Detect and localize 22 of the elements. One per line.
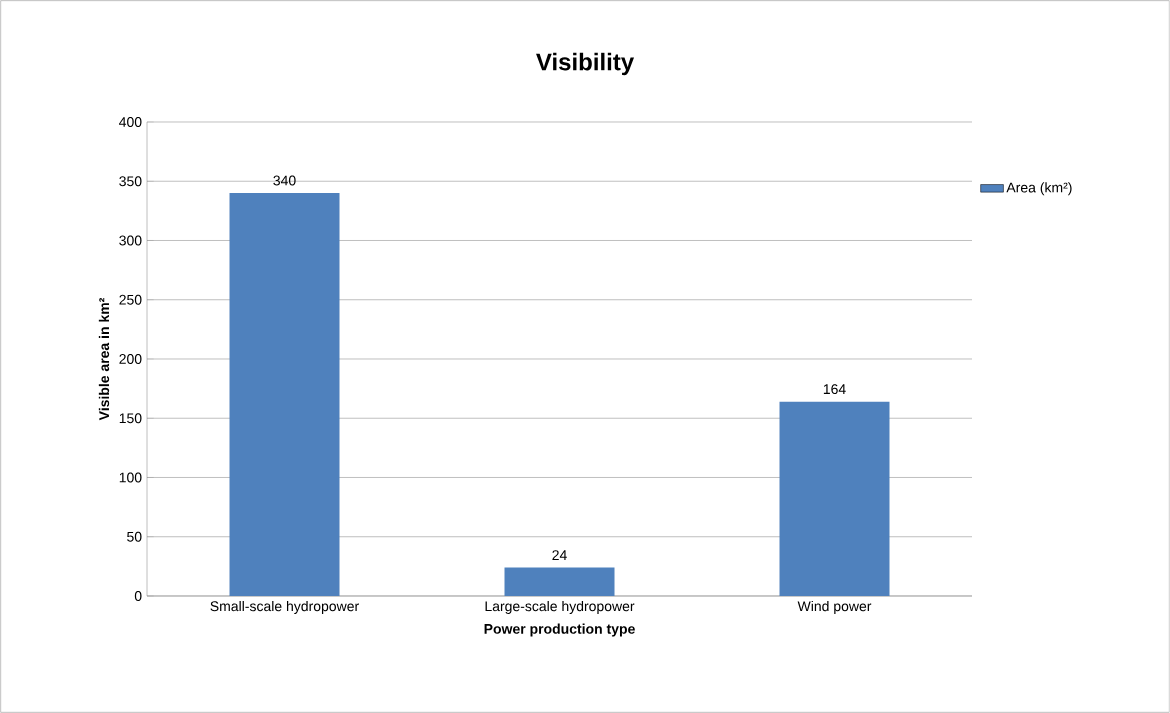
y-tick-label: 300	[119, 235, 142, 246]
y-axis-title: Visible area in km²	[98, 297, 110, 421]
y-tick-label: 250	[119, 294, 142, 305]
x-tick-label: Large-scale hydropower	[485, 600, 635, 614]
legend-label: Area (km²)	[1006, 182, 1072, 196]
y-tick-label: 200	[119, 354, 142, 364]
data-label: 24	[552, 550, 567, 560]
y-tick-label: 0	[134, 591, 142, 601]
x-tick-label: Small-scale hydropower	[210, 600, 359, 614]
data-label: 340	[273, 175, 296, 186]
y-tick-label: 50	[127, 531, 142, 542]
y-tick-label: 150	[119, 413, 142, 424]
y-tick-label: 350	[119, 176, 142, 187]
bar	[229, 193, 340, 596]
y-tick-label: 400	[119, 117, 142, 127]
x-axis-title: Power production type	[484, 623, 635, 637]
data-label: 164	[823, 384, 846, 395]
bar	[504, 567, 615, 596]
x-tick-label: Wind power	[797, 600, 872, 614]
chart-title: Visibility	[536, 52, 635, 76]
y-tick-label: 100	[119, 472, 142, 483]
bar	[779, 401, 890, 596]
